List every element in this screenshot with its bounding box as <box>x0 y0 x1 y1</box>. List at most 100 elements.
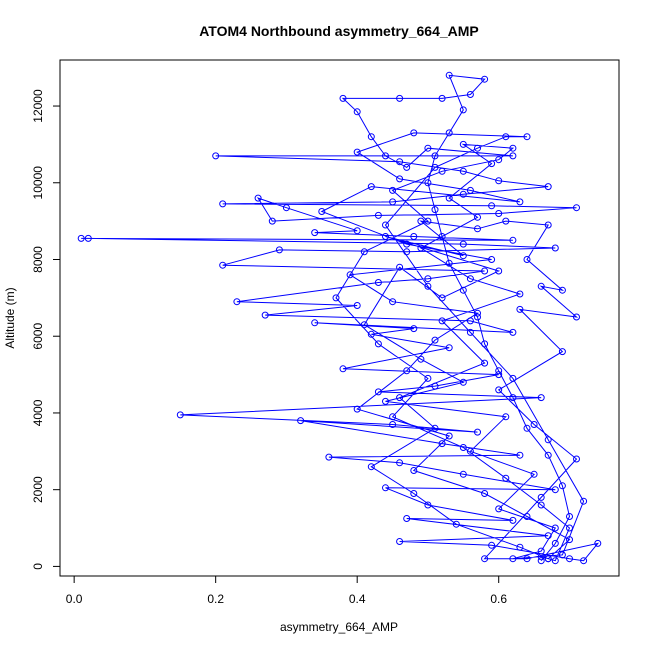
data-point <box>488 256 496 263</box>
data-point <box>544 436 552 444</box>
data-point <box>424 282 432 290</box>
data-point <box>325 453 333 461</box>
data-point <box>523 133 531 141</box>
data-point <box>573 313 580 321</box>
data-point <box>502 474 510 482</box>
data-point <box>403 367 411 375</box>
data-point <box>466 447 474 455</box>
data-point <box>417 217 425 225</box>
data-point <box>481 490 489 497</box>
data-point <box>431 206 439 214</box>
data-point <box>516 305 524 313</box>
data-point <box>445 259 453 267</box>
data-point <box>424 144 432 152</box>
x-tick-label: 0.4 <box>349 592 366 606</box>
data-point <box>558 482 566 490</box>
data-point <box>459 190 467 198</box>
data-point <box>537 493 545 501</box>
data-point <box>481 75 489 83</box>
data-point <box>233 298 241 306</box>
data-point <box>509 328 517 336</box>
data-point <box>396 263 404 271</box>
data-point <box>544 555 552 563</box>
x-tick-label: 0.6 <box>490 592 507 606</box>
data-point <box>459 470 467 478</box>
data-point <box>488 541 496 549</box>
data-point <box>523 513 531 520</box>
data-point <box>374 279 382 286</box>
data-layer <box>77 71 602 565</box>
data-point <box>84 234 92 242</box>
data-point <box>396 538 404 545</box>
data-point <box>353 108 361 116</box>
data-point <box>445 129 453 137</box>
data-point <box>339 94 347 102</box>
data-point <box>438 233 446 240</box>
data-point <box>438 294 446 302</box>
data-point <box>332 294 340 302</box>
data-point <box>311 319 319 327</box>
data-point <box>566 555 573 563</box>
y-tick-label: 4000 <box>31 399 45 426</box>
x-tick-label: 0.0 <box>66 592 83 606</box>
data-point <box>268 217 276 225</box>
data-point <box>374 340 382 348</box>
data-point <box>297 417 305 425</box>
data-point <box>212 152 220 160</box>
data-point <box>459 140 467 148</box>
data-point <box>488 160 496 168</box>
data-point <box>459 240 467 248</box>
data-point <box>481 340 489 348</box>
data-point <box>389 421 397 428</box>
data-point <box>367 133 375 141</box>
data-point <box>424 179 432 187</box>
data-point <box>353 405 361 413</box>
data-point <box>445 344 453 352</box>
data-point <box>509 144 517 152</box>
data-point <box>382 484 389 492</box>
data-point <box>495 156 503 164</box>
data-point <box>495 267 503 275</box>
data-point <box>389 413 397 421</box>
data-point <box>537 282 545 290</box>
data-point <box>516 451 524 459</box>
x-tick-label: 0.2 <box>207 592 224 606</box>
data-point <box>382 397 389 405</box>
data-point <box>544 451 552 459</box>
data-point <box>374 388 382 396</box>
data-point <box>516 290 524 298</box>
data-point <box>389 198 397 206</box>
data-point <box>367 463 375 471</box>
data-point <box>77 234 85 242</box>
data-point <box>530 421 538 428</box>
data-point <box>544 183 552 191</box>
data-point <box>382 233 389 240</box>
data-point <box>495 177 503 185</box>
data-point <box>558 286 566 294</box>
data-point <box>558 551 566 559</box>
data-point <box>466 186 474 194</box>
data-point <box>311 229 319 237</box>
data-point <box>396 394 404 402</box>
data-point <box>509 516 517 524</box>
data-point <box>403 240 411 248</box>
data-point <box>367 183 375 191</box>
y-tick-label: 2000 <box>31 476 45 503</box>
data-point <box>495 371 503 379</box>
data-point <box>396 459 404 467</box>
data-point <box>580 497 588 505</box>
data-point <box>396 94 404 102</box>
data-point <box>594 539 602 547</box>
data-point <box>502 133 510 141</box>
data-point <box>382 221 389 229</box>
data-point <box>495 386 503 394</box>
data-point <box>389 186 397 194</box>
data-point <box>466 91 474 98</box>
data-point <box>466 317 474 325</box>
data-point <box>176 411 184 419</box>
data-point <box>566 513 573 520</box>
x-axis-label: asymmetry_664_AMP <box>280 620 398 634</box>
data-point <box>509 236 517 244</box>
data-point <box>445 432 453 440</box>
data-point <box>474 225 481 233</box>
